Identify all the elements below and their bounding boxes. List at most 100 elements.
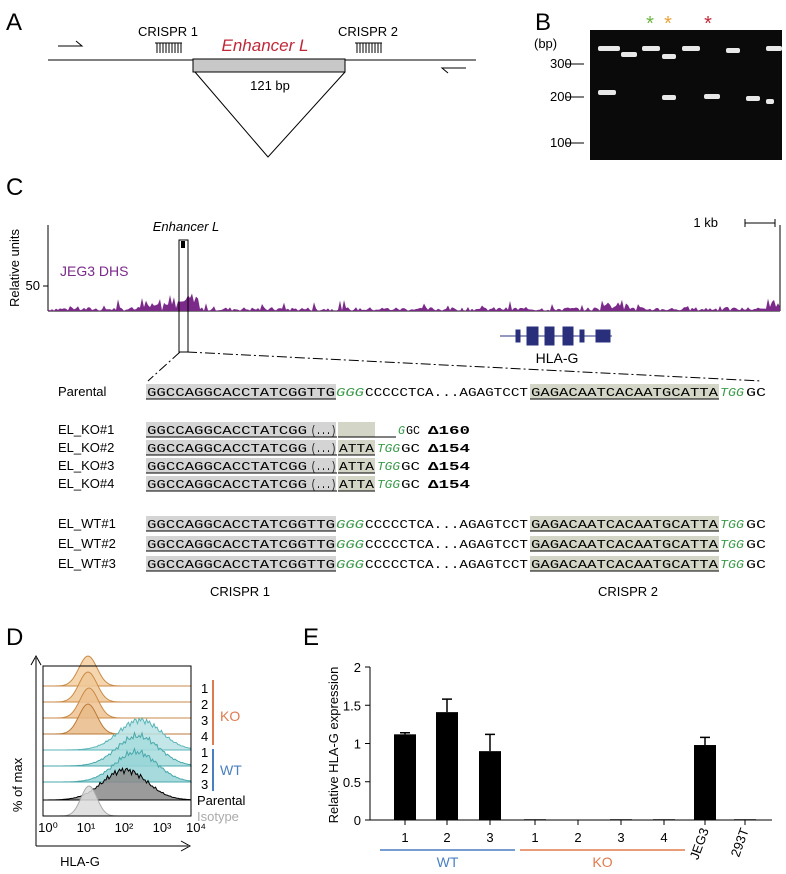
sequence-segment: TGG	[377, 442, 401, 456]
histogram	[43, 687, 191, 719]
locus-diagram	[48, 40, 476, 158]
sequence-segment: Δ154	[428, 460, 470, 474]
protospacer-box	[530, 536, 719, 551]
panel-label: D	[6, 624, 23, 651]
protospacer-box	[146, 458, 336, 473]
sequence-segment: TGG	[377, 478, 401, 492]
bar-chart: 0 0.5 1 1.5 2 1 2 3 1 2 3 4 JEG3 293T WT KO	[343, 660, 772, 870]
x-tick-label: 10⁰	[38, 820, 58, 835]
zoom-lines	[147, 351, 763, 382]
group-label: WT	[220, 762, 242, 778]
bar	[734, 819, 756, 820]
sequence-segment: GGCCAGGCACCTATCGG	[147, 478, 307, 492]
error-bar	[485, 733, 495, 752]
x-tick-label: 10⁴	[186, 820, 206, 835]
panel-label: E	[303, 624, 319, 651]
gene-model	[500, 326, 612, 346]
sequence-segment: Δ154	[428, 442, 470, 456]
sequence-segment: (...)	[311, 478, 336, 492]
size-marker: 200	[550, 89, 572, 104]
x-axis-label: HLA-G	[60, 854, 100, 869]
sequence-segment: ATTA	[339, 442, 375, 456]
group-label: KO	[220, 708, 240, 724]
sample-name: EL_KO#2	[58, 440, 114, 455]
star: *	[704, 13, 712, 35]
y-tick-label: 50	[26, 278, 40, 293]
sample-name: EL_WT#2	[58, 536, 116, 551]
sample-name: EL_WT#3	[58, 556, 116, 571]
sequence-segment: TGG	[720, 386, 745, 400]
sequence-segment: TGG	[720, 518, 745, 532]
bar	[479, 751, 501, 820]
x-tick-label: 10²	[115, 820, 134, 835]
gene-label: HLA-G	[536, 350, 579, 366]
protospacer-box	[146, 556, 336, 571]
histogram	[43, 703, 191, 735]
enhancer-label: Enhancer L	[222, 36, 309, 55]
lane-label: 4	[201, 729, 208, 744]
sequence-segment: GGCCAGGCACCTATCGG	[147, 424, 307, 438]
sequence-segment: GC	[746, 386, 766, 400]
sequence-segment: GAGACAATCACAATGCATTA	[531, 386, 719, 400]
protospacer-box	[530, 516, 719, 531]
sequence-segment: GGCCAGGCACCTATCGGTTG	[147, 518, 335, 532]
sequence-segment: GGCCAGGCACCTATCGGTTG	[147, 538, 335, 552]
sequence-segment: GGG	[336, 386, 365, 400]
protospacer-box	[338, 440, 375, 455]
sequence-segment: GAGACAATCACAATGCATTA	[531, 518, 719, 532]
sequence-segment: ATTA	[339, 460, 375, 474]
protospacer-box	[146, 440, 336, 455]
band	[704, 94, 720, 99]
y-tick-label: 2	[354, 660, 361, 675]
protospacer-box	[146, 384, 336, 399]
star: *	[646, 13, 654, 35]
sequence-segment: TGG	[377, 460, 401, 474]
sequence-segment: Δ154	[428, 478, 470, 492]
crispr-label: CRISPR 2	[598, 584, 658, 599]
protospacer-box	[146, 422, 336, 437]
sequence-segment: (...)	[311, 442, 336, 456]
lane-label: 1	[201, 681, 208, 696]
histogram	[42, 730, 192, 767]
protospacer-box	[530, 384, 719, 399]
histogram	[42, 746, 193, 783]
sequence-segment: GC	[401, 460, 420, 474]
sequence-segment: TGG	[720, 538, 745, 552]
band	[726, 48, 740, 53]
band	[642, 46, 660, 51]
band	[621, 52, 637, 57]
x-tick-label: 4	[660, 830, 667, 845]
x-tick-label: 3	[486, 830, 493, 845]
sample-name: Parental	[58, 384, 107, 399]
sequence-segment: GGG	[336, 538, 365, 552]
gel	[590, 30, 782, 160]
lane-label: 1	[201, 745, 208, 760]
bar	[524, 819, 546, 820]
group-label: KO	[592, 854, 612, 870]
size-marker: 100	[550, 135, 572, 150]
y-tick-label: 0.5	[343, 775, 361, 790]
error-bar	[442, 698, 452, 713]
track-label: JEG3 DHS	[60, 263, 128, 279]
sample-name: EL_KO#4	[58, 476, 114, 491]
band	[598, 46, 620, 51]
histogram	[42, 766, 192, 801]
y-axis-label: Relative HLA-G expression	[326, 667, 341, 824]
sequence-segment: ATTA	[339, 478, 375, 492]
sequence-segment: GC	[746, 518, 766, 532]
sample-label: Isotype	[197, 809, 239, 824]
x-tick-label: 2	[574, 830, 581, 845]
crispr-label: CRISPR 2	[338, 24, 398, 39]
sample-name: EL_KO#3	[58, 458, 114, 473]
x-tick-label: 1	[531, 830, 538, 845]
band	[766, 46, 782, 51]
sequence-segment: GAGACAATCACAATGCATTA	[531, 558, 719, 572]
panel-label: C	[6, 174, 23, 201]
sequence-segment: GAGACAATCACAATGCATTA	[531, 538, 719, 552]
dhs-track	[48, 293, 780, 311]
sequence-segment: GGCCAGGCACCTATCGGTTG	[147, 386, 335, 400]
deleted-box	[338, 422, 375, 437]
band	[662, 54, 676, 59]
protospacer-box	[530, 556, 719, 571]
